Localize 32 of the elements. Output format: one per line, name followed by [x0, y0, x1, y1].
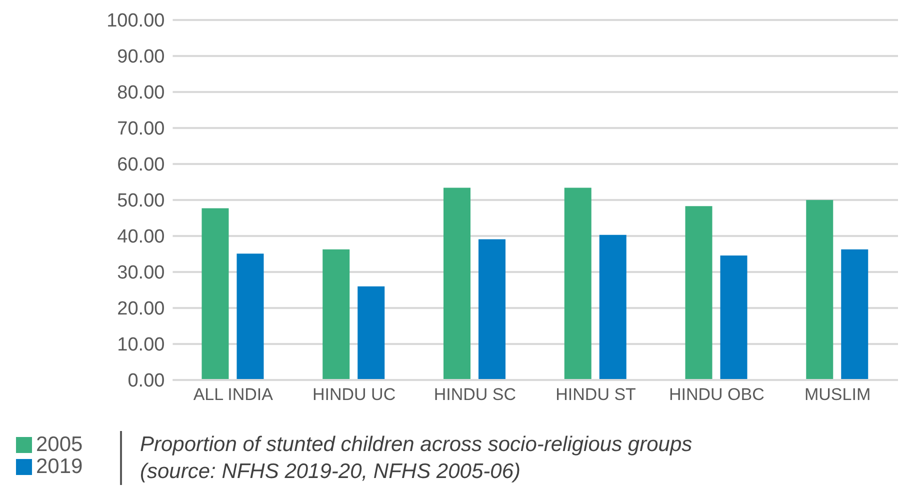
text: Proportion of stunted children across socio-religious groups (source: NFHS 2019-20, NFHS 2005-06) — [140, 432, 692, 485]
bar — [202, 208, 229, 380]
y-tick-label: 70.00 — [117, 118, 165, 140]
x-tick-label: HINDU ST — [556, 385, 636, 404]
bar — [443, 188, 470, 380]
bar — [599, 234, 626, 380]
legend-label: 2005 — [36, 433, 83, 456]
x-tick-label: MUSLIM — [804, 385, 871, 404]
y-tick-label: 10.00 — [117, 334, 165, 356]
bar — [685, 206, 712, 380]
bar — [236, 254, 264, 380]
bar — [841, 249, 868, 380]
y-tick-label: 0.00 — [128, 370, 165, 392]
bar — [478, 239, 506, 380]
legend-label: 2019 — [36, 455, 83, 478]
x-tick-label: HINDU SC — [434, 385, 516, 404]
y-tick-label: 50.00 — [117, 190, 165, 212]
x-tick-label: HINDU UC — [312, 385, 396, 404]
y-tick-label: 100.00 — [106, 10, 165, 32]
y-tick-label: 90.00 — [117, 46, 165, 68]
y-tick-label: 80.00 — [117, 82, 165, 104]
x-tick-label: HINDU OBC — [668, 385, 764, 404]
y-tick-label: 60.00 — [117, 154, 165, 176]
x-tick-label: ALL INDIA — [193, 385, 274, 404]
bar — [564, 188, 592, 380]
bar — [358, 286, 385, 380]
bar — [720, 255, 748, 380]
y-tick-label: 30.00 — [117, 262, 165, 284]
bar — [322, 249, 350, 380]
y-tick-label: 20.00 — [117, 298, 165, 320]
bar — [806, 200, 834, 380]
y-tick-label: 40.00 — [117, 226, 165, 248]
